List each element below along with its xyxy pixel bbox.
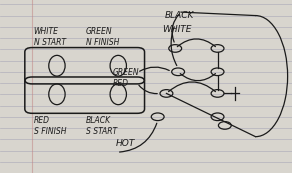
Text: GREEN
N FINISH: GREEN N FINISH xyxy=(86,27,119,47)
Text: WHITE
N START: WHITE N START xyxy=(34,27,66,47)
Text: WHITE: WHITE xyxy=(162,25,192,34)
Text: GREEN: GREEN xyxy=(112,68,139,77)
Text: BLACK: BLACK xyxy=(165,11,194,20)
Text: BLACK
S START: BLACK S START xyxy=(86,116,117,136)
Text: RED: RED xyxy=(112,79,128,88)
Text: RED
S FINISH: RED S FINISH xyxy=(34,116,66,136)
Text: HOT: HOT xyxy=(115,139,135,148)
